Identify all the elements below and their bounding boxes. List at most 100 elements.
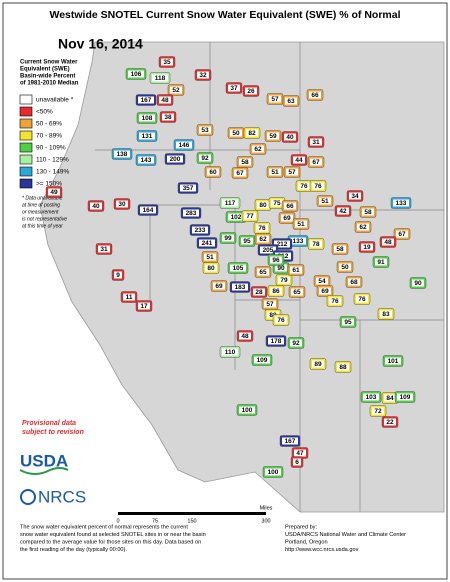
basin-label: 76 bbox=[331, 298, 339, 305]
legend-note: is not representative bbox=[22, 216, 67, 222]
legend-title: Basin-wide Percent bbox=[20, 74, 75, 80]
footer-credit: Prepared by: bbox=[285, 524, 317, 530]
basin-label-bg bbox=[48, 188, 60, 196]
basin-label: 61 bbox=[292, 267, 300, 274]
basin-label: 90 bbox=[414, 280, 422, 287]
basin-label: 51 bbox=[271, 169, 279, 176]
basin-label: 183 bbox=[235, 284, 246, 291]
legend-note: at this time of year bbox=[22, 223, 63, 229]
basin-label-bg bbox=[293, 156, 305, 164]
basin-label: 178 bbox=[271, 338, 282, 345]
basin-label: 82 bbox=[248, 130, 256, 137]
basin-label-bg bbox=[312, 182, 324, 190]
basin-label-bg bbox=[284, 133, 296, 141]
basin-label: 76 bbox=[277, 317, 285, 324]
scale-tick-label: 75 bbox=[152, 518, 158, 524]
basin-label: 80 bbox=[259, 202, 267, 209]
scale-bar-fill bbox=[118, 512, 266, 515]
basin-label-bg bbox=[362, 208, 374, 216]
basin-label: 58 bbox=[364, 209, 372, 216]
basin-label: 100 bbox=[242, 407, 253, 414]
basin-label-bg bbox=[90, 202, 102, 210]
basin-label-bg bbox=[222, 234, 234, 242]
footer-credit: USDA/NRCS National Water and Climate Cen… bbox=[285, 532, 406, 538]
basin-label: 38 bbox=[164, 114, 172, 121]
basin-label: 241 bbox=[202, 240, 213, 247]
basin-label-bg bbox=[397, 393, 413, 401]
basin-label: 42 bbox=[339, 208, 347, 215]
basin-label-bg bbox=[384, 394, 396, 402]
footer-credit: http://www.wcc.nrcs.usda.gov bbox=[285, 547, 359, 553]
basin-label: 53 bbox=[201, 127, 209, 134]
basin-label: 66 bbox=[311, 92, 319, 99]
basin-label-bg bbox=[319, 287, 331, 295]
basin-label: 117 bbox=[225, 200, 236, 207]
legend-note: * Data unavailable bbox=[22, 195, 63, 201]
scale-tick-label: 0 bbox=[116, 518, 119, 524]
basin-label-bg bbox=[239, 406, 255, 414]
basin-label: 37 bbox=[230, 85, 238, 92]
basin-label: 212 bbox=[277, 241, 288, 248]
basin-label: 11 bbox=[126, 294, 133, 301]
legend-title: Current Snow Water bbox=[20, 60, 78, 66]
legend-swatch bbox=[19, 106, 33, 117]
legend-label: 90 - 109% bbox=[36, 145, 66, 152]
basin-label-bg bbox=[241, 237, 253, 245]
basin-label: 90 bbox=[277, 265, 285, 272]
basin-label-bg bbox=[267, 132, 279, 140]
basin-label-bg bbox=[375, 258, 387, 266]
basin-label: 69 bbox=[215, 283, 223, 290]
basin-label-bg bbox=[234, 169, 246, 177]
basin-label: 86 bbox=[272, 288, 280, 295]
basin-label-bg bbox=[329, 297, 341, 305]
basin-label-bg bbox=[98, 245, 110, 253]
legend-title: of 1981-2010 Median bbox=[20, 81, 79, 87]
basin-label-bg bbox=[412, 279, 424, 287]
basin-label-bg bbox=[140, 206, 156, 214]
basin-label: 50 bbox=[341, 264, 349, 271]
basin-label: 72 bbox=[374, 408, 382, 415]
basin-label: 89 bbox=[314, 361, 322, 368]
basin-label: 77 bbox=[246, 213, 254, 220]
basin-label: 54 bbox=[318, 278, 326, 285]
legend-label: unavailable * bbox=[36, 97, 74, 104]
basin-label: 133 bbox=[293, 238, 304, 245]
nrcs-logo: NRCS bbox=[38, 487, 86, 506]
basin-label: 51 bbox=[206, 254, 214, 261]
basin-label-bg bbox=[339, 263, 351, 271]
legend-label: >= 150% bbox=[36, 181, 62, 188]
basin-label: 31 bbox=[312, 139, 320, 146]
basin-label-bg bbox=[204, 253, 216, 261]
basin-label: 62 bbox=[359, 224, 367, 231]
legend-note: at time of posting bbox=[22, 202, 60, 208]
basin-label-bg bbox=[264, 300, 276, 308]
basin-label-bg bbox=[294, 449, 306, 457]
basin-label-bg bbox=[138, 302, 150, 310]
basin-label-bg bbox=[348, 278, 360, 286]
basin-label: 48 bbox=[384, 239, 392, 246]
basins: 35 32 106 118 52 167 48 37 26 57 63 66 108 38 53 50 82 59… bbox=[45, 56, 427, 478]
nrcs-icon bbox=[20, 489, 36, 505]
basin-label-bg bbox=[152, 74, 168, 82]
basin-label: 200 bbox=[170, 156, 181, 163]
basin-label-bg bbox=[230, 129, 242, 137]
usda-swoosh bbox=[19, 467, 69, 475]
basin-label-bg bbox=[265, 468, 281, 476]
basin-label: 32 bbox=[199, 72, 207, 79]
basin-label-bg bbox=[298, 182, 310, 190]
basin-label: 92 bbox=[201, 155, 209, 162]
basin-label: 102 bbox=[231, 214, 242, 221]
legend-title: Equivalent (SWE) bbox=[20, 67, 70, 73]
basin-label: 110 bbox=[225, 349, 236, 356]
legend-label: <50% bbox=[36, 109, 53, 116]
basin-label-bg bbox=[257, 235, 269, 243]
basin-label-bg bbox=[309, 91, 321, 99]
basin-label-bg bbox=[199, 239, 215, 247]
basin-label: 58 bbox=[241, 159, 249, 166]
basin-label: 103 bbox=[366, 394, 377, 401]
basin-label-bg bbox=[199, 154, 211, 162]
basin-label-bg bbox=[349, 192, 361, 200]
basin-label-bg bbox=[257, 268, 269, 276]
basin-label-bg bbox=[274, 240, 290, 248]
